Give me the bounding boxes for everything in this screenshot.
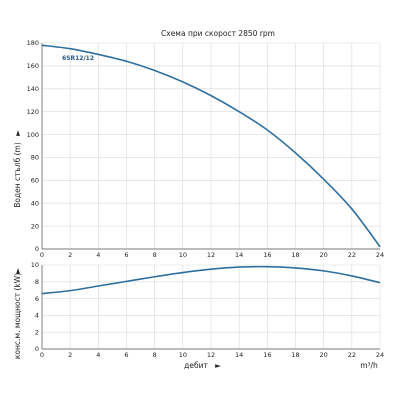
head-y-tick-label: 120 [27, 108, 39, 116]
power-x-tick-label: 14 [235, 351, 243, 359]
power-y-tick-label: 4 [35, 312, 39, 320]
power-x-tick-label: 4 [96, 351, 100, 359]
chart-title: Схема при скорост 2850 rpm [161, 29, 275, 38]
power-y-tick-label: 6 [35, 295, 39, 303]
head-x-tick-label: 12 [207, 251, 215, 259]
power-x-tick-label: 12 [207, 351, 215, 359]
power-x-tick-label: 0 [40, 351, 44, 359]
head-series-line [41, 44, 381, 248]
flow-xlabel: дебит [184, 361, 208, 370]
head-y-tick-label: 40 [31, 199, 39, 207]
head-x-tick-label: 18 [291, 251, 299, 259]
head-x-tick-label: 4 [96, 251, 100, 259]
power-series-line [41, 265, 381, 295]
power-x-tick-label: 16 [263, 351, 271, 359]
head-ylabel: Воден стълб (m) [13, 142, 22, 208]
power-x-tick-label: 6 [124, 351, 128, 359]
head-x-tick-label: 24 [376, 251, 384, 259]
power-x-tick-label: 8 [153, 351, 157, 359]
head-y-tick-label: 80 [31, 154, 39, 162]
head-y-tick-label: 0 [35, 245, 39, 253]
power-ylabel-arrow: ► [13, 268, 22, 274]
head-y-tick-label: 60 [31, 177, 39, 185]
head-x-tick-label: 6 [124, 251, 128, 259]
power-x-tick-label: 10 [179, 351, 187, 359]
head-y-tick-label: 140 [27, 85, 39, 93]
head-y-tick-label: 20 [31, 222, 39, 230]
flow-xlabel-arrow: ► [215, 361, 221, 370]
head-ylabel-arrow-group: ► [13, 130, 22, 136]
power-x-tick-label: 2 [68, 351, 72, 359]
head-ylabel-arrow: ► [13, 130, 22, 136]
head-ylabel-group: Воден стълб (m) [13, 142, 22, 208]
head-y-tick-label: 160 [27, 62, 39, 70]
power-y-tick-label: 2 [35, 328, 39, 336]
head-x-tick-label: 16 [263, 251, 271, 259]
head-y-tick-label: 180 [27, 39, 39, 47]
power-x-tick-label: 18 [291, 351, 299, 359]
head-x-tick-label: 14 [235, 251, 243, 259]
power-x-tick-label: 20 [320, 351, 328, 359]
power-x-tick-label: 22 [348, 351, 356, 359]
power-y-tick-label: 0 [35, 345, 39, 353]
head-x-tick-label: 2 [68, 251, 72, 259]
head-x-tick-label: 22 [348, 251, 356, 259]
head-x-tick-label: 10 [179, 251, 187, 259]
head-x-tick-label: 8 [153, 251, 157, 259]
head-chart: 0 2 4 6 8 10 12 14 16 18 20 22 240204060801001201401… [27, 39, 385, 259]
head-x-tick-label: 0 [40, 251, 44, 259]
power-y-tick-label: 8 [35, 278, 39, 286]
power-ylabel: конс.м. мощност (kW) [13, 273, 22, 359]
power-ylabel-arrow-group: ► [13, 268, 22, 274]
flow-unit: m³/h [360, 361, 378, 370]
head-series-label: 6SR12/12 [62, 55, 94, 62]
head-x-tick-label: 20 [320, 251, 328, 259]
head-y-tick-label: 100 [27, 131, 39, 139]
power-x-tick-label: 24 [376, 351, 384, 359]
power-y-tick-label: 10 [31, 261, 39, 269]
power-ylabel-group: конс.м. мощност (kW) [13, 273, 22, 359]
